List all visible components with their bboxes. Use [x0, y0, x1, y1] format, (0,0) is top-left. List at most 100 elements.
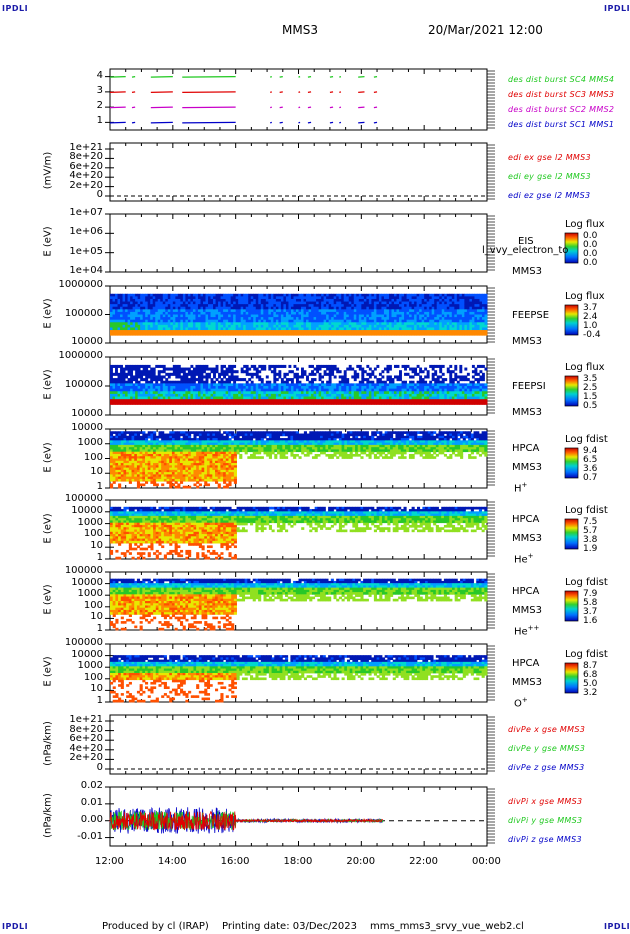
feepse-cell — [333, 322, 337, 326]
feepse-cell — [353, 319, 357, 323]
feepse-cell — [441, 304, 445, 308]
feepse-cell — [429, 296, 433, 300]
burst-interval — [307, 76, 312, 78]
feepse-cell — [306, 293, 309, 297]
feepse-cell — [466, 301, 470, 305]
feepsi-cell — [341, 375, 345, 379]
feepse-cell — [278, 314, 282, 318]
feepse-cell — [160, 324, 164, 328]
feepsi-cell — [117, 383, 121, 387]
feepsi-cell — [202, 370, 206, 374]
feepsi-cell — [167, 380, 171, 384]
feepsi-cell — [426, 386, 430, 390]
feepse-cell — [293, 311, 297, 315]
feepse-cell — [424, 306, 428, 310]
feepsi-cell — [150, 399, 154, 403]
hpca-h-cell — [115, 435, 119, 439]
feepsi-cell — [476, 388, 480, 392]
feepse-cell — [336, 304, 340, 308]
feepse-cell — [474, 324, 478, 328]
feepsi-cell — [115, 372, 118, 376]
hpca-h-cell — [126, 440, 130, 444]
feepse-cell — [283, 304, 287, 308]
feepsi-cell — [223, 393, 227, 397]
feepsi-cell — [160, 364, 164, 368]
hpca-h-cell — [126, 469, 130, 473]
feepse-cell — [341, 301, 345, 305]
burst-interval — [150, 106, 173, 109]
feepse-cell — [125, 317, 128, 321]
feepse-cell — [258, 306, 262, 310]
feepse-cell — [197, 306, 201, 310]
feepsi-cell — [290, 401, 294, 405]
feepsi-cell — [205, 372, 209, 376]
feepse-cell — [205, 332, 209, 336]
feepse-cell — [323, 293, 327, 297]
feepsi-cell — [215, 393, 219, 397]
feepse-cell — [210, 317, 214, 321]
feepse-cell — [474, 322, 478, 326]
feepse-cell — [127, 330, 131, 334]
feepsi-cell — [404, 380, 407, 384]
feepsi-cell — [449, 393, 453, 397]
feepsi-cell — [177, 364, 181, 368]
feepse-cell — [371, 306, 375, 310]
feepse-cell — [301, 319, 304, 323]
feepsi-cell — [260, 388, 264, 392]
hpca-h-cell — [120, 474, 124, 478]
feepsi-cell — [464, 399, 468, 403]
hpca-h-cell — [118, 449, 122, 453]
feepse-cell — [243, 311, 247, 315]
feepse-cell — [451, 327, 455, 331]
feepse-cell — [230, 304, 234, 308]
feepse-cell — [481, 298, 485, 302]
feepse-cell — [343, 293, 347, 297]
feepsi-cell — [288, 386, 292, 390]
feepse-cell — [167, 301, 171, 305]
feepse-cell — [301, 314, 304, 318]
feepse-cell — [378, 309, 382, 313]
feepsi-cell — [336, 393, 340, 397]
feepsi-cell — [240, 367, 244, 371]
feepse-cell — [270, 317, 274, 321]
feepsi-cell — [283, 396, 287, 400]
feepsi-cell — [434, 393, 438, 397]
feepse-cell — [137, 296, 141, 300]
feepse-cell — [421, 311, 425, 315]
feepse-cell — [120, 332, 123, 336]
feepsi-cell — [175, 375, 179, 379]
feepse-cell — [419, 324, 423, 328]
feepse-cell — [449, 293, 453, 297]
feepsi-cell — [230, 391, 234, 395]
feepse-cell — [348, 311, 352, 315]
feepse-cell — [270, 309, 274, 313]
feepse-cell — [127, 314, 131, 318]
feepse-cell — [268, 301, 272, 305]
feepse-cell — [383, 306, 387, 310]
feepse-cell — [444, 332, 448, 336]
feepsi-cell — [311, 380, 314, 384]
feepsi-cell — [197, 391, 201, 395]
feepse-cell — [436, 330, 440, 334]
feepsi-cell — [323, 396, 327, 400]
feepsi-cell — [386, 388, 390, 392]
feepse-cell — [401, 301, 405, 305]
burst-interval — [150, 76, 173, 78]
feepse-cell — [351, 304, 355, 308]
feepse-cell — [469, 327, 473, 331]
feepse-cell — [388, 319, 392, 323]
feepse-cell — [208, 304, 211, 308]
feepsi-cell — [356, 401, 360, 405]
feepse-cell — [145, 327, 149, 331]
feepsi-cell — [268, 401, 272, 405]
feepse-cell — [479, 296, 483, 300]
feepsi-cell — [346, 380, 350, 384]
feepsi-cell — [273, 399, 277, 403]
feepsi-cell — [436, 378, 440, 382]
feepsi-cell — [479, 388, 483, 392]
feepse-cell — [474, 314, 478, 318]
feepse-cell — [394, 309, 397, 313]
feepsi-cell — [331, 386, 335, 390]
feepse-cell — [333, 332, 337, 336]
feepse-cell — [238, 301, 242, 305]
